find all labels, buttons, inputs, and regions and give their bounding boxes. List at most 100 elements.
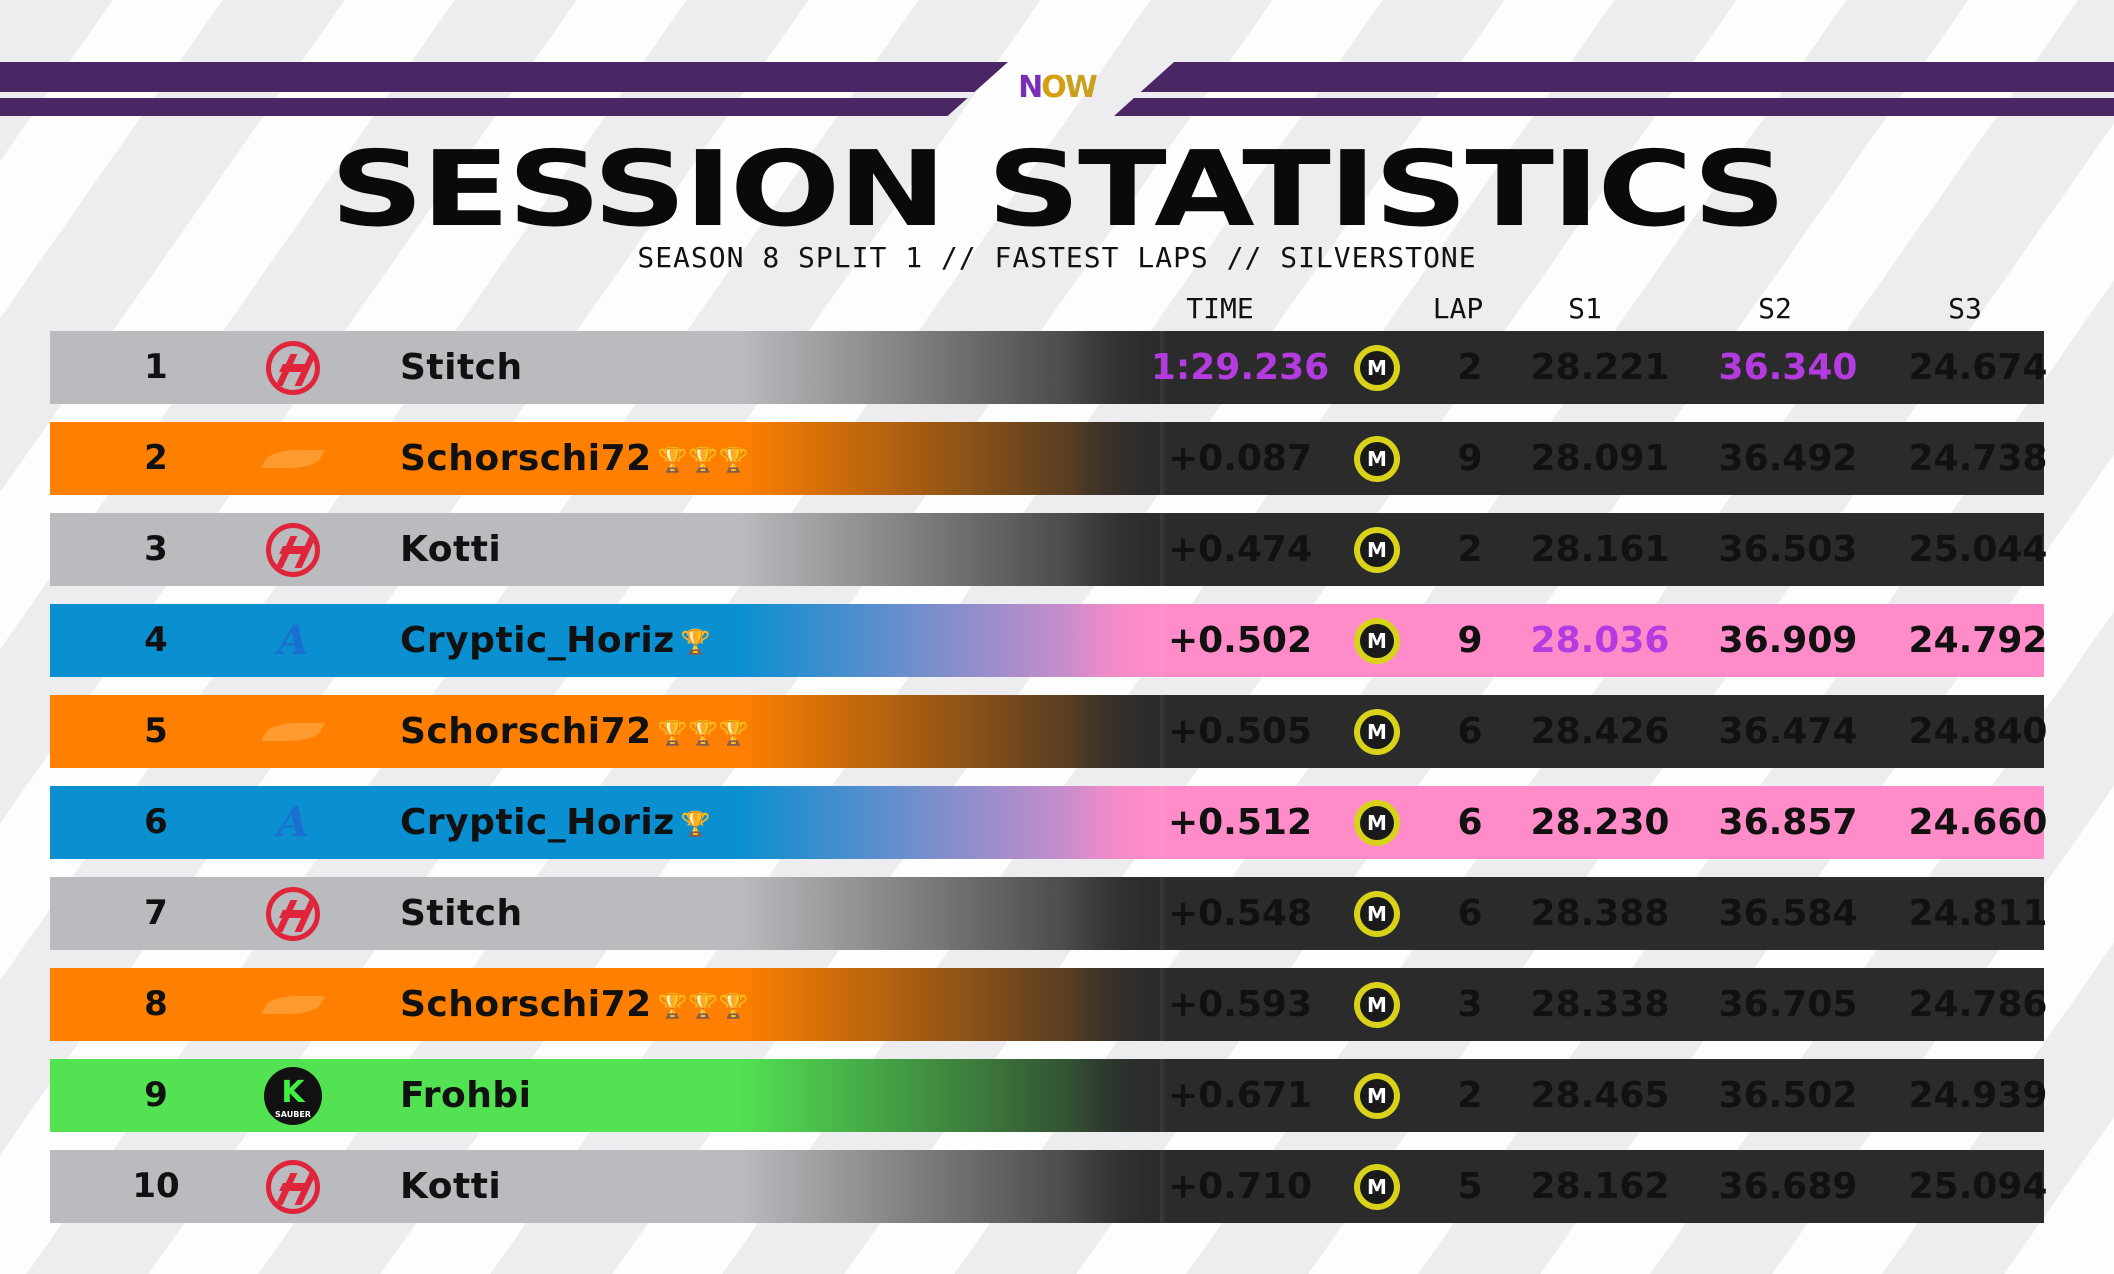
column-header-lap: LAP [1432, 292, 1484, 325]
table-row: 3 Kotti +0.474 M 2 28.161 36.503 25.044 [50, 513, 2047, 586]
table-row: 2 Schorschi72 🏆🏆🏆 +0.087 M 9 28.091 36.492 24.73… [50, 422, 2047, 495]
table-row: 5 Schorschi72 🏆🏆🏆 +0.505 M 6 28.426 36.474 24.84… [50, 695, 2047, 768]
lap-number: 2 [1457, 347, 1483, 388]
lap-time: +0.548 [1167, 893, 1313, 934]
sector-1-time: 28.221 [1530, 347, 1670, 388]
lap-time: +0.512 [1167, 802, 1313, 843]
sector-3-time: 24.674 [1908, 347, 2048, 388]
row-stats-band [1070, 1059, 2044, 1132]
table-row: 9 K SAUBER Frohbi +0.671 M 2 28.465 36.502 24.939 [50, 1059, 2047, 1132]
row-stats-band [1070, 877, 2044, 950]
table-row: 4 A Cryptic_Horiz 🏆 +0.502 M 9 28.036 36.909 24.7… [50, 604, 2047, 677]
table-row: 10 Kotti +0.710 M 5 28.162 36.689 25.094 [50, 1150, 2047, 1223]
sector-3-time: 24.792 [1908, 620, 2048, 661]
driver-name: Cryptic_Horiz 🏆 [400, 604, 711, 677]
column-header-s3: S3 [1948, 292, 1982, 325]
position-number: 5 [144, 711, 168, 751]
row-team-band [50, 1150, 1160, 1223]
alpine-logo-icon: A [277, 617, 309, 664]
medium-tyre-icon: M [1354, 617, 1400, 664]
alpine-logo-icon: A [277, 799, 309, 846]
driver-name: Schorschi72 🏆🏆🏆 [400, 968, 749, 1041]
tyre-compound-icon: M [1347, 1150, 1407, 1223]
sector-3-time: 24.786 [1908, 984, 2048, 1025]
position-number: 9 [144, 1075, 168, 1115]
haas-logo-icon [266, 522, 320, 577]
sector-3-time: 24.811 [1908, 893, 2048, 934]
alpine-team-icon: A [258, 786, 328, 859]
row-team-band [50, 422, 1160, 495]
lap-time: +0.474 [1167, 529, 1313, 570]
sector-1-time: 28.036 [1530, 620, 1670, 661]
lap-time: 1:29.236 [1150, 347, 1330, 388]
lap-number: 3 [1457, 984, 1483, 1025]
driver-name-text: Cryptic_Horiz [400, 620, 675, 661]
trophy-icon: 🏆🏆🏆 [657, 991, 749, 1020]
sector-1-time: 28.465 [1530, 1075, 1670, 1116]
tyre-compound-icon: M [1347, 513, 1407, 586]
mclaren-logo-icon [260, 449, 326, 468]
medium-tyre-icon: M [1354, 981, 1400, 1028]
row-team-band [50, 968, 1160, 1041]
sector-2-time: 36.492 [1718, 438, 1858, 479]
position-number: 3 [144, 529, 168, 569]
position-number: 6 [144, 802, 168, 842]
tyre-compound-icon: M [1347, 786, 1407, 859]
driver-name-text: Cryptic_Horiz [400, 802, 675, 843]
kick-logo-icon: K SAUBER [264, 1066, 322, 1125]
kick-team-icon: K SAUBER [258, 1059, 328, 1132]
driver-name: Kotti [400, 513, 501, 586]
lap-time: +0.502 [1167, 620, 1313, 661]
sector-2-time: 36.340 [1718, 347, 1858, 388]
position-number: 4 [144, 620, 168, 660]
row-stats-band [1070, 604, 2044, 677]
page-title: SESSION STATISTICS [330, 128, 1786, 250]
column-header-s2: S2 [1758, 292, 1792, 325]
column-header-s1: S1 [1568, 292, 1602, 325]
row-stats-band [1070, 331, 2044, 404]
haas-team-icon [258, 513, 328, 586]
medium-tyre-icon: M [1354, 526, 1400, 573]
position-number: 7 [144, 893, 168, 933]
row-team-band [50, 513, 1160, 586]
driver-name: Cryptic_Horiz 🏆 [400, 786, 711, 859]
driver-name: Frohbi [400, 1059, 532, 1132]
sector-3-time: 24.840 [1908, 711, 2048, 752]
lap-number: 2 [1457, 529, 1483, 570]
trophy-icon: 🏆🏆🏆 [657, 718, 749, 747]
position-number: 1 [144, 347, 168, 387]
driver-name-text: Kotti [400, 1166, 502, 1207]
tyre-compound-icon: M [1347, 331, 1407, 404]
row-stats-band [1070, 786, 2044, 859]
table-row: 1 Stitch 1:29.236 M 2 28.221 36.340 24.674 [50, 331, 2047, 404]
driver-name-text: Stitch [400, 893, 523, 934]
sector-1-time: 28.230 [1530, 802, 1670, 843]
mclaren-logo-icon [260, 722, 326, 741]
lap-number: 5 [1457, 1166, 1483, 1207]
medium-tyre-icon: M [1354, 1163, 1400, 1210]
row-team-band [50, 877, 1160, 950]
lap-time: +0.710 [1167, 1166, 1313, 1207]
row-team-band [50, 695, 1160, 768]
row-team-band [50, 331, 1160, 404]
sector-2-time: 36.909 [1718, 620, 1858, 661]
sector-2-time: 36.474 [1718, 711, 1858, 752]
trophy-icon: 🏆 [680, 627, 712, 656]
medium-tyre-icon: M [1354, 890, 1400, 937]
driver-name: Schorschi72 🏆🏆🏆 [400, 695, 749, 768]
lap-number: 6 [1457, 802, 1483, 843]
sector-3-time: 25.044 [1908, 529, 2048, 570]
sector-1-time: 28.091 [1530, 438, 1670, 479]
haas-team-icon [258, 877, 328, 950]
row-stats-band [1070, 422, 2044, 495]
sector-2-time: 36.502 [1718, 1075, 1858, 1116]
driver-name: Stitch [400, 877, 523, 950]
position-number: 8 [144, 984, 168, 1024]
sector-1-time: 28.426 [1530, 711, 1670, 752]
sector-1-time: 28.162 [1530, 1166, 1670, 1207]
sector-2-time: 36.705 [1718, 984, 1858, 1025]
page-subtitle: SEASON 8 SPLIT 1 // FASTEST LAPS // SILV… [637, 241, 1477, 274]
driver-name: Kotti [400, 1150, 501, 1223]
tyre-compound-icon: M [1347, 695, 1407, 768]
driver-name-text: Kotti [400, 529, 502, 570]
